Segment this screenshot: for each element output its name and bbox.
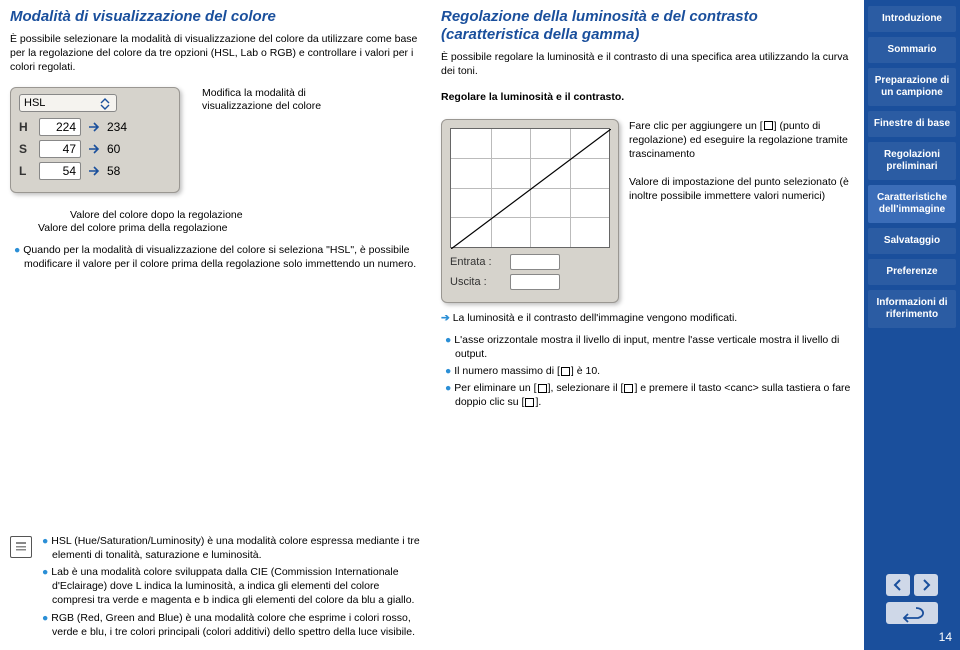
tone-curve-area[interactable] bbox=[450, 128, 610, 248]
sidebar-item-informazioni[interactable]: Informazioni di riferimento bbox=[868, 290, 956, 328]
annotation-selected-value: Valore di impostazione del punto selezio… bbox=[629, 175, 854, 203]
page-number: 14 bbox=[868, 630, 956, 644]
arrow-right-icon bbox=[87, 164, 101, 178]
right-column: Regolazione della luminosità e del contr… bbox=[441, 8, 854, 642]
left-intro: È possibile selezionare la modalità di v… bbox=[10, 32, 423, 75]
prev-page-button[interactable] bbox=[886, 574, 910, 596]
tone-annotations: Fare clic per aggiungere un [] (punto di… bbox=[629, 119, 854, 218]
square-marker-icon bbox=[764, 121, 773, 130]
hsl-widget: HSL H 224 234 S 47 bbox=[10, 87, 180, 193]
left-bullets: Quando per la modalità di visualizzazion… bbox=[10, 243, 423, 274]
note-item: Lab è una modalità colore sviluppata dal… bbox=[48, 565, 423, 608]
output-value-field[interactable] bbox=[510, 274, 560, 290]
note-item: HSL (Hue/Saturation/Luminosity) è una mo… bbox=[48, 534, 423, 562]
bullet-item: Il numero massimo di [] è 10. bbox=[451, 364, 854, 378]
row-label: L bbox=[19, 164, 33, 178]
value-before-h[interactable]: 224 bbox=[39, 118, 81, 136]
output-label: Uscita : bbox=[450, 276, 504, 288]
sidebar-item-caratteristiche[interactable]: Caratteristiche dell'immagine bbox=[868, 185, 956, 223]
bullet-item: L'asse orizzontale mostra il livello di … bbox=[451, 333, 854, 361]
value-after-s: 60 bbox=[107, 142, 143, 156]
arrow-right-icon bbox=[87, 120, 101, 134]
tone-curve-line bbox=[451, 129, 611, 249]
hsl-row-l: L 54 58 bbox=[19, 162, 171, 180]
chevron-down-icon bbox=[98, 96, 112, 110]
note-item: RGB (Red, Green and Blue) è una modalità… bbox=[48, 611, 423, 639]
right-intro: È possibile regolare la luminosità e il … bbox=[441, 50, 854, 78]
info-icon bbox=[10, 536, 32, 558]
tone-curve-widget: Entrata : Uscita : bbox=[441, 119, 619, 303]
annotation-value-before: Valore del colore prima della regolazion… bbox=[38, 222, 423, 235]
left-section-title: Modalità di visualizzazione del colore bbox=[10, 8, 423, 26]
value-after-h: 234 bbox=[107, 120, 143, 134]
value-after-l: 58 bbox=[107, 164, 143, 178]
dropdown-annotation: Modifica la modalità di visualizzazione … bbox=[202, 87, 352, 113]
sidebar-item-finestre[interactable]: Finestre di base bbox=[868, 111, 956, 137]
info-note-block: HSL (Hue/Saturation/Luminosity) è una mo… bbox=[10, 526, 423, 642]
right-section-title: Regolazione della luminosità e del contr… bbox=[441, 8, 854, 44]
left-column: Modalità di visualizzazione del colore È… bbox=[10, 8, 423, 642]
square-marker-icon bbox=[561, 367, 570, 376]
hsl-row-s: S 47 60 bbox=[19, 140, 171, 158]
sidebar-item-preparazione[interactable]: Preparazione di un campione bbox=[868, 68, 956, 106]
right-bullets: L'asse orizzontale mostra il livello di … bbox=[441, 333, 854, 413]
sidebar-item-regolazioni[interactable]: Regolazioni preliminari bbox=[868, 142, 956, 180]
result-text: La luminosità e il contrasto dell'immagi… bbox=[441, 311, 854, 325]
input-label: Entrata : bbox=[450, 256, 504, 268]
sidebar-item-introduzione[interactable]: Introduzione bbox=[868, 6, 956, 32]
tone-input-row: Entrata : bbox=[450, 254, 610, 270]
bullet-item: Quando per la modalità di visualizzazion… bbox=[20, 243, 423, 271]
color-mode-dropdown[interactable]: HSL bbox=[19, 94, 117, 112]
input-value-field[interactable] bbox=[510, 254, 560, 270]
return-button[interactable] bbox=[886, 602, 938, 624]
row-label: S bbox=[19, 142, 33, 156]
tone-output-row: Uscita : bbox=[450, 274, 610, 290]
value-before-l[interactable]: 54 bbox=[39, 162, 81, 180]
bullet-item: Per eliminare un [], selezionare il [] e… bbox=[451, 381, 854, 409]
sidebar-item-salvataggio[interactable]: Salvataggio bbox=[868, 228, 956, 254]
next-page-button[interactable] bbox=[914, 574, 938, 596]
right-subheading: Regolare la luminosità e il contrasto. bbox=[441, 91, 624, 103]
dropdown-label: HSL bbox=[24, 97, 45, 109]
square-marker-icon bbox=[538, 384, 547, 393]
sidebar-item-sommario[interactable]: Sommario bbox=[868, 37, 956, 63]
annotation-value-after: Valore del colore dopo la regolazione bbox=[70, 209, 423, 222]
hsl-row-h: H 224 234 bbox=[19, 118, 171, 136]
annotation-click: Fare clic per aggiungere un [] (punto di… bbox=[629, 119, 854, 162]
row-label: H bbox=[19, 120, 33, 134]
arrow-right-icon bbox=[87, 142, 101, 156]
sidebar-nav: Introduzione Sommario Preparazione di un… bbox=[864, 0, 960, 650]
square-marker-icon bbox=[525, 398, 534, 407]
page-nav-buttons bbox=[868, 574, 956, 596]
square-marker-icon bbox=[624, 384, 633, 393]
sidebar-item-preferenze[interactable]: Preferenze bbox=[868, 259, 956, 285]
value-before-s[interactable]: 47 bbox=[39, 140, 81, 158]
